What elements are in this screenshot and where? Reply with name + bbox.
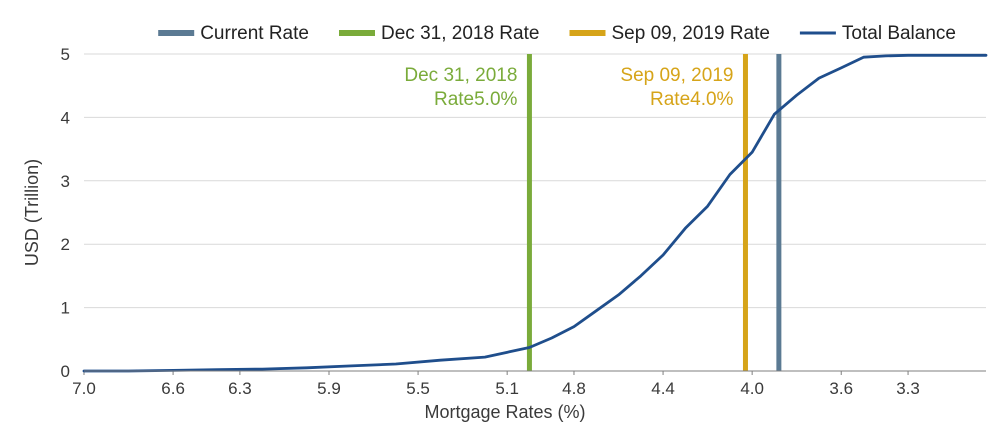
y-tick-label-5: 5 [61,45,70,64]
legend-item-dec-31-2018-rate: Dec 31, 2018 Rate [339,23,539,44]
y-axis-title: USD (Trillion) [22,159,42,266]
x-tick-label-3-3: 3.3 [896,379,920,398]
legend-label-current-rate: Current Rate [200,23,309,44]
y-tick-label-1: 1 [61,299,70,318]
y-tick-label-2: 2 [61,235,70,254]
legend-item-sep-09-2019-rate: Sep 09, 2019 Rate [569,23,770,44]
x-axis-ticks: 7.0 6.6 6.3 5.9 5.5 5.1 4.8 4.4 4.0 3.6 3.3 [72,371,920,398]
x-tick-label-5-1: 5.1 [495,379,519,398]
marker-label-sep-09-2019-rate-1: Rate4.0% [650,89,734,110]
x-tick-label-6-6: 6.6 [161,379,185,398]
rate-markers [526,54,782,371]
x-tick-label-4-0: 4.0 [740,379,764,398]
legend-item-total-balance: Total Balance [799,23,956,44]
x-tick-label-3-6: 3.6 [829,379,853,398]
gridlines [84,53,986,309]
legend-swatch-sep-09-2019-rate [569,30,606,36]
x-tick-label-5-9: 5.9 [317,379,341,398]
legend: Current Rate Dec 31, 2018 Rate Sep 09, 201… [158,23,956,44]
legend-item-current-rate: Current Rate [158,23,309,44]
y-tick-label-3: 3 [61,172,70,191]
x-tick-label-5-5: 5.5 [406,379,430,398]
y-tick-label-0: 0 [61,362,70,381]
x-tick-label-4-4: 4.4 [651,379,675,398]
series-line-total-balance [82,53,988,373]
legend-label-total-balance: Total Balance [842,23,956,44]
x-axis-title: Mortgage Rates (%) [424,402,585,422]
legend-swatch-dec-31-2018-rate [339,30,375,36]
y-tick-label-4: 4 [61,108,70,127]
legend-label-dec-31-2018-rate: Dec 31, 2018 Rate [381,23,539,44]
marker-label-sep-09-2019-rate-0: Sep 09, 2019 [620,65,733,86]
y-axis-ticks: 0 1 2 3 4 5 [61,45,70,381]
marker-label-dec-31-2018-rate-0: Dec 31, 2018 [404,65,517,86]
x-tick-label-7-0: 7.0 [72,379,96,398]
rate-annotations: Dec 31, 2018 Rate5.0% Sep 09, 2019 Rate4.0% [404,65,733,110]
series-layer [82,53,988,373]
marker-label-dec-31-2018-rate-1: Rate5.0% [434,89,518,110]
legend-label-sep-09-2019-rate: Sep 09, 2019 Rate [612,23,770,44]
x-tick-label-4-8: 4.8 [562,379,586,398]
x-tick-label-6-3: 6.3 [228,379,252,398]
legend-swatch-current-rate [158,30,195,36]
